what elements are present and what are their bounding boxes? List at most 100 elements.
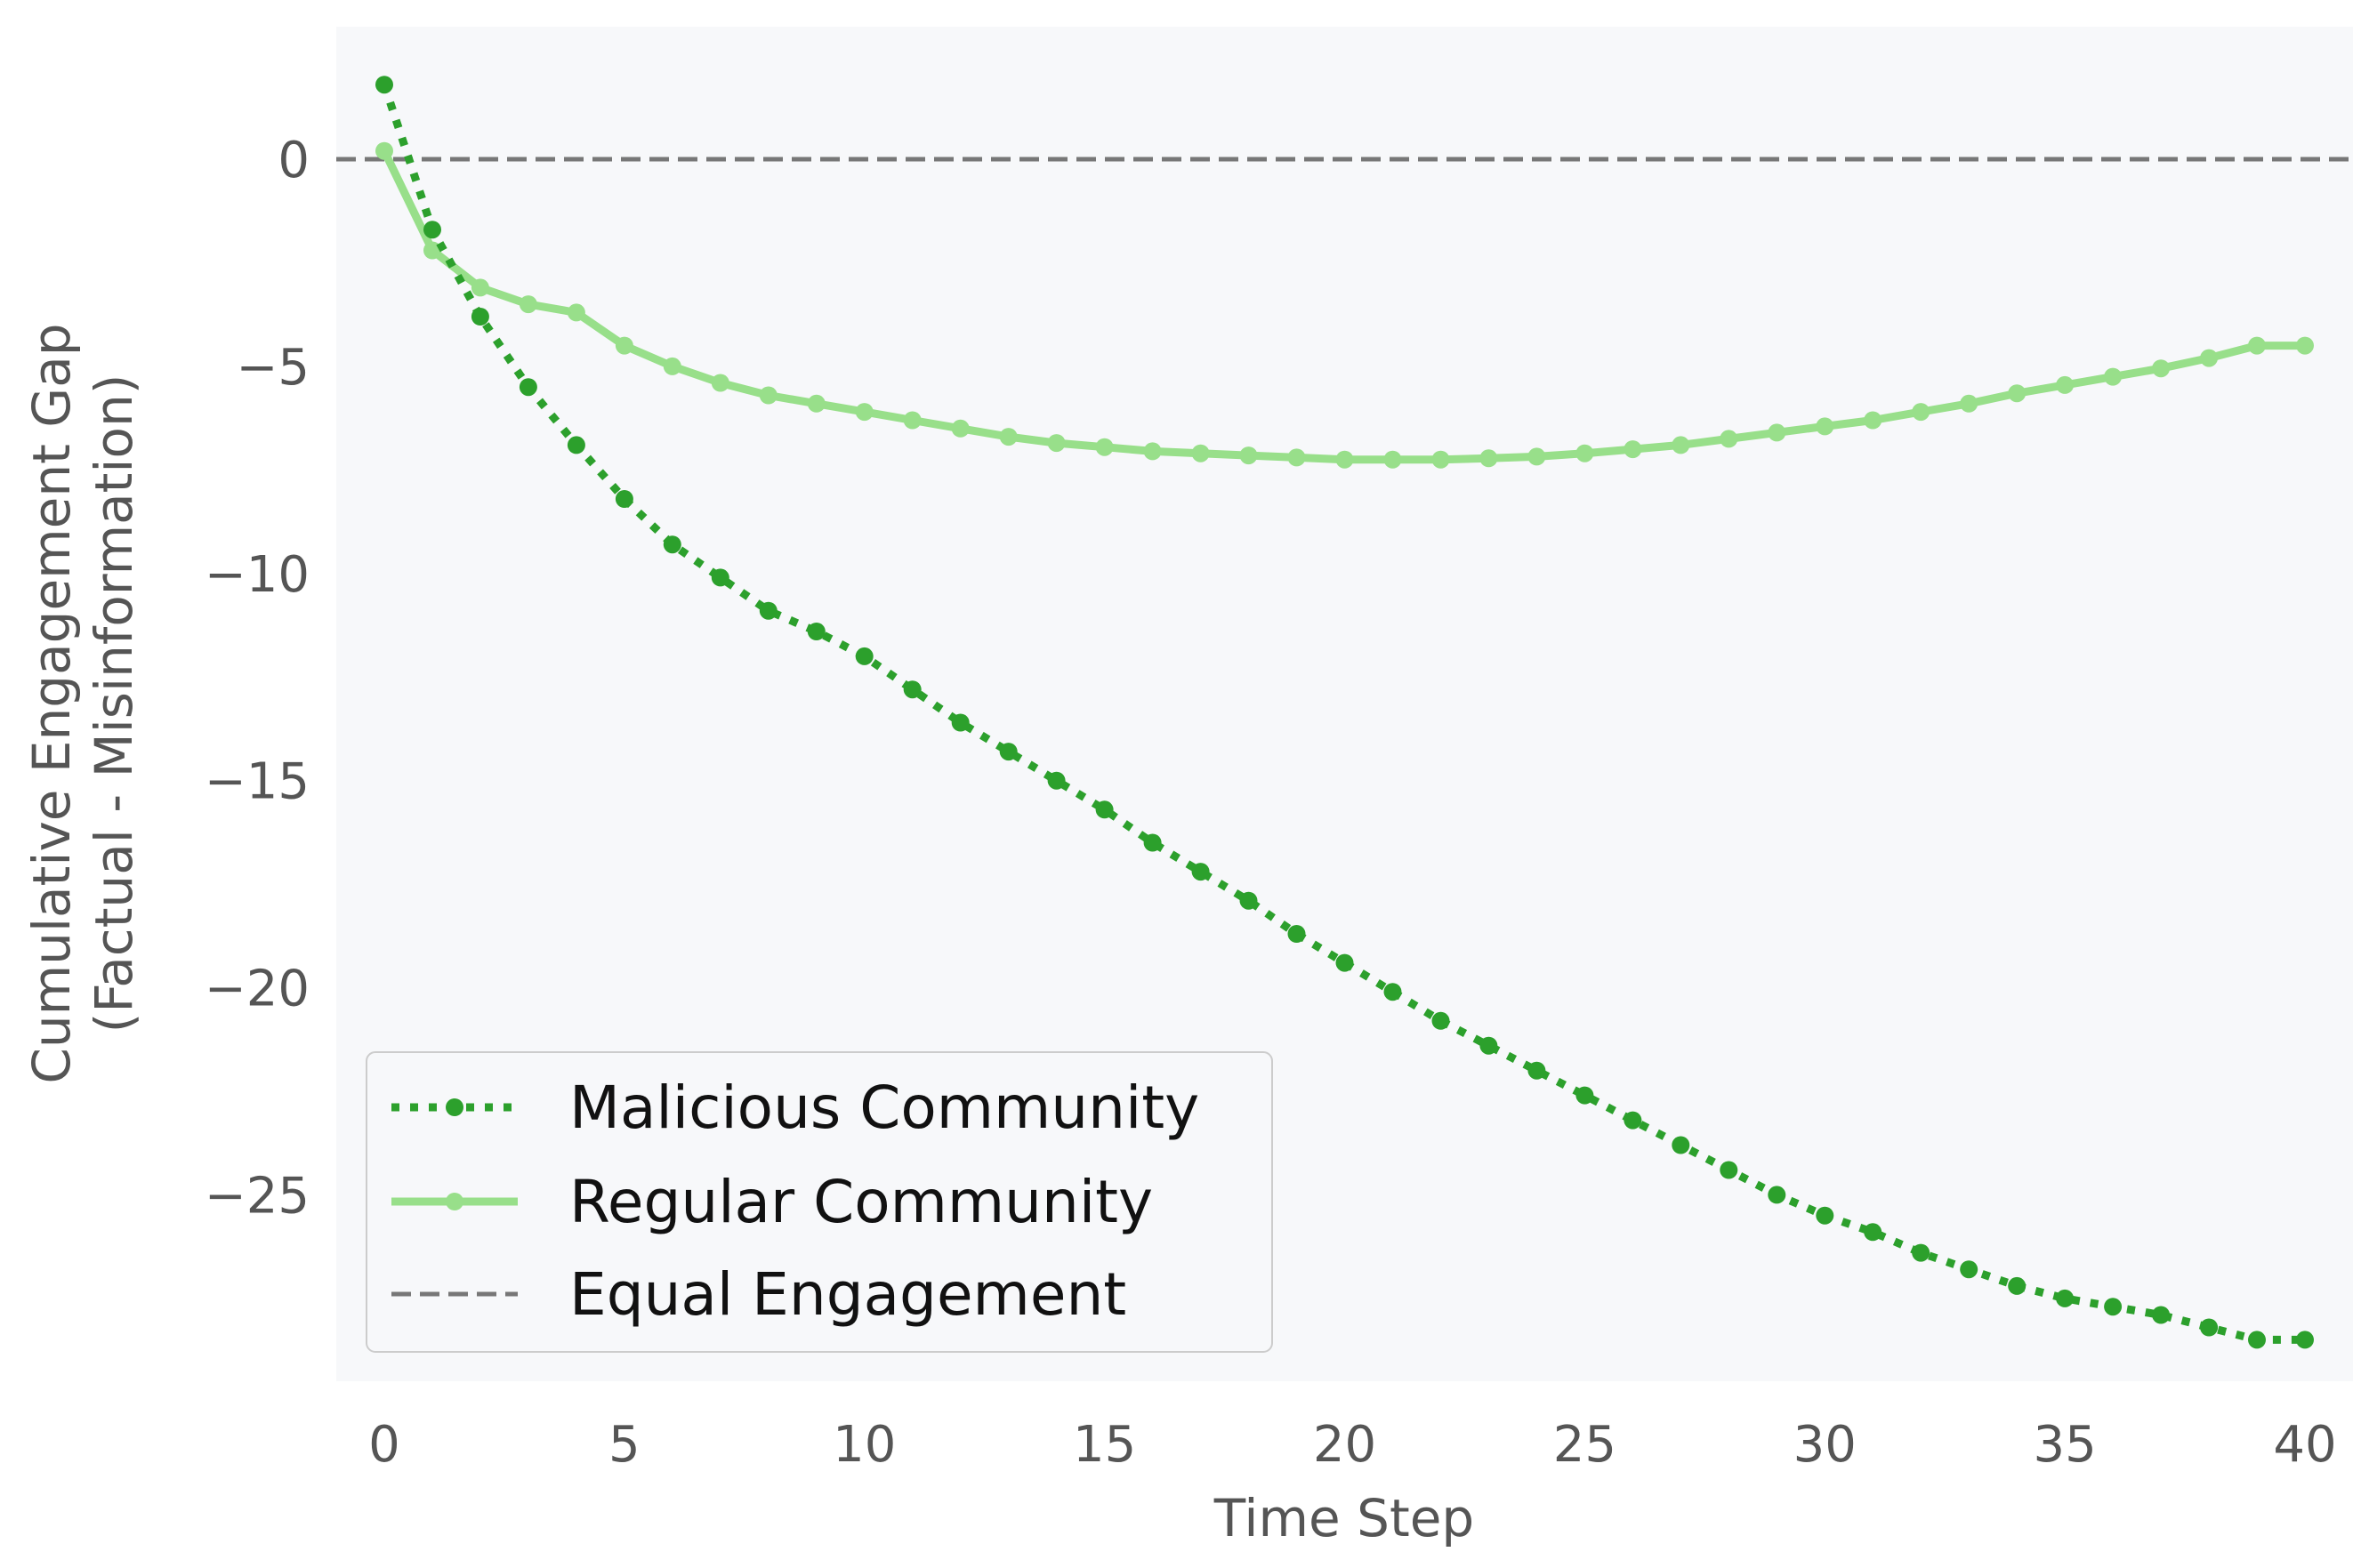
malicious-community-point [1575,1086,1594,1105]
regular-community-point [951,419,970,438]
x-tick-label: 35 [2034,1416,2097,1474]
regular-community-point [663,357,681,375]
legend-equal-label: Equal Engagement [569,1260,1126,1329]
y-axis-ticks: 0 −5 −10 −15 −20 −25 [205,132,310,1225]
regular-community-point [1624,440,1642,459]
regular-community-point [1816,417,1834,436]
malicious-community-point [2056,1289,2075,1307]
y-tick-label: −5 [236,339,310,397]
regular-community-point [1912,403,1930,422]
legend-malicious-marker [446,1098,463,1116]
regular-community-point [1527,447,1546,466]
regular-community-point [2008,384,2027,403]
x-tick-label: 10 [833,1416,896,1474]
regular-community-point [1239,446,1258,465]
malicious-community-point [423,221,441,239]
y-tick-label: −10 [205,546,310,604]
x-axis-title: Time Step [1213,1488,1474,1548]
regular-community-point [1720,430,1738,448]
malicious-community-point [567,436,585,454]
malicious-community-point [951,713,970,732]
malicious-community-point [1431,1011,1450,1030]
x-tick-label: 40 [2273,1416,2336,1474]
regular-community-point [519,295,537,314]
malicious-community-point [1864,1223,1882,1242]
regular-community-point [1864,411,1882,430]
legend-box [366,1051,1273,1353]
legend-malicious-label: Malicious Community [569,1073,1199,1142]
regular-community-point [2248,336,2266,355]
regular-community-point [999,428,1018,446]
malicious-community-point [759,601,778,620]
regular-community-point [2056,375,2075,394]
malicious-community-point [1239,891,1258,910]
malicious-community-point [519,378,537,397]
regular-community-point [1143,442,1162,461]
x-tick-label: 30 [1793,1416,1857,1474]
y-tick-label: 0 [278,132,310,189]
malicious-community-point [1768,1186,1786,1204]
legend: Malicious Community Regular Community Eq… [366,1051,1273,1353]
regular-community-point [903,411,922,430]
malicious-community-point [1095,800,1114,819]
malicious-community-point [1912,1243,1930,1262]
x-axis-ticks: 0 5 10 15 20 25 30 35 40 [368,1416,2337,1474]
malicious-community-point [1527,1061,1546,1080]
malicious-community-point [855,647,874,665]
malicious-community-point [2152,1306,2171,1324]
regular-community-point [1047,434,1066,453]
regular-community-point [1191,444,1210,462]
malicious-community-point [1191,863,1210,881]
malicious-community-point [663,535,681,554]
y-axis-title: Cumulative Engagement Gap (Factual - Mis… [21,323,144,1083]
malicious-community-point [1720,1161,1738,1179]
malicious-community-point [903,680,922,699]
regular-community-point [2104,367,2123,386]
malicious-community-point [807,623,826,640]
malicious-community-point [1672,1136,1690,1154]
x-tick-label: 25 [1553,1416,1616,1474]
x-tick-label: 20 [1313,1416,1376,1474]
regular-community-point [1287,448,1306,467]
regular-community-point [1672,436,1690,454]
regular-community-point [2296,336,2314,355]
malicious-community-point [711,568,729,587]
y-axis-title-line1: Cumulative Engagement Gap [21,323,82,1083]
y-axis-title-line2: (Factual - Misinformation) [84,374,144,1033]
regular-community-point [2200,349,2219,367]
malicious-community-point [1816,1206,1834,1225]
regular-community-point [1383,450,1402,469]
regular-community-point [2152,359,2171,378]
regular-community-point [711,374,729,392]
malicious-community-point [375,76,393,94]
legend-regular-marker [446,1193,463,1210]
regular-community-point [1768,423,1786,442]
x-tick-label: 5 [608,1416,641,1474]
series-layer [375,76,2314,1349]
regular-community-point [471,278,489,297]
malicious-community-point [1143,833,1162,852]
x-tick-label: 15 [1073,1416,1136,1474]
regular-community-point [615,336,633,355]
malicious-community-point [1287,925,1306,943]
y-tick-label: −20 [205,961,310,1018]
y-tick-label: −15 [205,753,310,811]
regular-community-point [807,394,826,413]
regular-community-point [375,141,393,160]
regular-community-point [855,403,874,422]
regular-community-point [759,386,778,405]
regular-community-point [1431,450,1450,469]
malicious-community-point [999,743,1018,761]
regular-community-point [567,303,585,322]
malicious-community-point [1960,1260,1978,1279]
regular-community-point [1479,449,1498,468]
regular-community-point [1095,438,1114,456]
malicious-community-point [1383,983,1402,1001]
x-tick-label: 0 [368,1416,400,1474]
regular-community-point [1575,444,1594,462]
malicious-community-point [2008,1276,2027,1295]
malicious-community-point [2248,1331,2266,1349]
malicious-community-point [1479,1036,1498,1055]
legend-regular-label: Regular Community [569,1168,1153,1236]
